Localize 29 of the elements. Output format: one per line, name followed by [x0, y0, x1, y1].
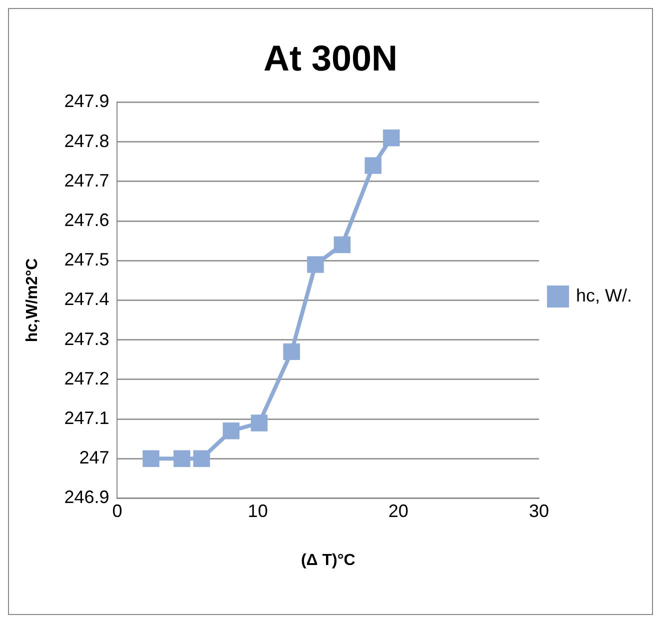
point: [364, 157, 382, 174]
point: [250, 414, 268, 432]
point: [193, 450, 210, 467]
chart-title: At 300N: [263, 38, 398, 79]
point: [142, 450, 160, 467]
point: [383, 129, 400, 146]
y-tick-label: 247.1: [64, 408, 110, 428]
y-tick-label: 246.9: [64, 487, 110, 508]
x-tick-label: 30: [528, 500, 550, 521]
point: [283, 343, 300, 360]
y-tick-label: 247.2: [64, 368, 110, 388]
y-tick-label: 247.6: [64, 210, 110, 230]
x-tick-label: 0: [112, 500, 122, 521]
point: [307, 256, 324, 273]
y-tick-label: 247.9: [64, 91, 110, 112]
y-tick-label: 247.8: [64, 130, 110, 151]
y-tick-label: 247.3: [64, 328, 110, 349]
y-tick-label: 247: [79, 448, 110, 468]
y-axis-title: hc,W/m2°C: [24, 258, 42, 342]
x-axis-title: (Δ T)°C: [300, 552, 356, 569]
point: [334, 236, 351, 254]
y-tick-label: 247.7: [64, 170, 110, 190]
y-tick-label: 247.5: [64, 250, 110, 270]
x-tick-label: 10: [248, 500, 268, 521]
y-tick-label: 247.4: [64, 289, 110, 310]
legend-label: hc, W/.: [576, 285, 632, 306]
point: [222, 422, 240, 440]
x-tick-label: 20: [388, 500, 408, 521]
point: [174, 450, 190, 467]
